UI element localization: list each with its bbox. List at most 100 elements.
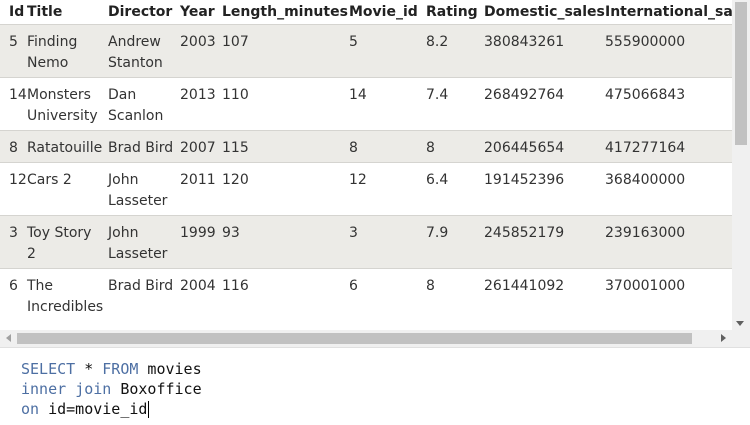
cell-title-line: University	[27, 108, 98, 124]
cell-year: 2004	[180, 268, 222, 321]
column-header-title: Title	[27, 0, 108, 25]
cell-domestic-sales: 206445654	[484, 130, 605, 163]
cell-movie-id: 12	[349, 162, 426, 216]
cell-movie-id: 8	[349, 130, 426, 163]
table-row: 14 Monsters University Dan Scanlon 2013 11…	[0, 77, 732, 131]
cell-international-sales: 368400000	[605, 162, 732, 216]
cell-title-line: The	[27, 278, 54, 294]
cell-rating: 8.2	[426, 24, 484, 78]
cell-director: John Lasseter	[108, 162, 180, 216]
cell-director-line: Andrew	[108, 34, 161, 50]
cell-rating: 6.4	[426, 162, 484, 216]
cell-domestic-sales: 380843261	[484, 24, 605, 78]
cell-director-line: Dan	[108, 87, 137, 103]
text-cursor	[148, 401, 150, 418]
cell-year: 2007	[180, 130, 222, 163]
cell-director: Brad Bird	[108, 130, 180, 163]
cell-movie-id: 5	[349, 24, 426, 78]
code-space	[66, 380, 75, 398]
cell-international-sales: 555900000	[605, 24, 732, 78]
code-identifier: id=movie_id	[39, 400, 148, 418]
keyword-select: SELECT	[21, 360, 76, 378]
cell-title-line: Nemo	[27, 55, 69, 71]
cell-title: Monsters University	[27, 77, 108, 131]
cell-length-minutes: 116	[222, 268, 349, 321]
keyword-inner: inner	[21, 380, 67, 398]
cell-title-line: 2	[27, 246, 36, 262]
column-header-length-minutes: Length_minutes	[222, 0, 349, 25]
code-operator: *	[75, 360, 103, 378]
cell-title: Finding Nemo	[27, 24, 108, 78]
table-row: 3 Toy Story 2 John Lasseter 1999 93 3 7.9 …	[0, 215, 732, 269]
cell-movie-id: 14	[349, 77, 426, 131]
code-line: on id=movie_id	[21, 399, 150, 419]
cell-international-sales: 239163000	[605, 215, 732, 269]
scroll-right-arrow-icon[interactable]	[721, 334, 726, 342]
cell-director: John Lasseter	[108, 215, 180, 269]
cell-international-sales: 475066843	[605, 77, 732, 131]
cell-title: The Incredibles	[27, 268, 108, 321]
cell-title-line: Toy Story	[27, 225, 92, 241]
cell-title: Toy Story 2	[27, 215, 108, 269]
cell-title-line: Monsters	[27, 87, 91, 103]
table-row: 12 Cars 2 John Lasseter 2011 120 12 6.4 1…	[0, 162, 732, 216]
cell-director-line: Stanton	[108, 55, 163, 71]
cell-title-line: Ratatouille	[27, 140, 103, 156]
cell-length-minutes: 93	[222, 215, 349, 269]
cell-domestic-sales: 261441092	[484, 268, 605, 321]
cell-length-minutes: 110	[222, 77, 349, 131]
cell-domestic-sales: 191452396	[484, 162, 605, 216]
cell-year: 2011	[180, 162, 222, 216]
keyword-on: on	[21, 400, 40, 418]
cell-movie-id: 6	[349, 268, 426, 321]
cell-rating: 7.9	[426, 215, 484, 269]
results-table: Id Title Director Year Length_minutes Mo…	[0, 0, 732, 321]
code-line: inner join Boxoffice	[21, 379, 202, 399]
table-row: 8 Ratatouille Brad Bird 2007 115 8 8 206…	[0, 130, 732, 163]
cell-international-sales: 370001000	[605, 268, 732, 321]
cell-title-line: Finding	[27, 34, 78, 50]
cell-director-line: Brad Bird	[108, 278, 174, 294]
code-identifier: movies	[138, 360, 202, 378]
cell-rating: 7.4	[426, 77, 484, 131]
cell-year: 1999	[180, 215, 222, 269]
cell-rating: 8	[426, 130, 484, 163]
scroll-left-arrow-icon[interactable]	[6, 334, 11, 342]
cell-title: Cars 2	[27, 162, 108, 216]
cell-id: 3	[0, 215, 27, 269]
cell-year: 2003	[180, 24, 222, 78]
cell-domestic-sales: 245852179	[484, 215, 605, 269]
results-panel: Id Title Director Year Length_minutes Mo…	[0, 0, 750, 347]
cell-director: Dan Scanlon	[108, 77, 180, 131]
cell-length-minutes: 107	[222, 24, 349, 78]
column-header-domestic-sales: Domestic_sales	[484, 0, 605, 25]
cell-director-line: Lasseter	[108, 246, 168, 262]
scroll-down-arrow-icon[interactable]	[736, 321, 744, 326]
cell-director: Brad Bird	[108, 268, 180, 321]
cell-domestic-sales: 268492764	[484, 77, 605, 131]
results-table-viewport[interactable]: Id Title Director Year Length_minutes Mo…	[0, 0, 732, 330]
vertical-scrollbar[interactable]	[732, 0, 750, 330]
code-identifier: Boxoffice	[111, 380, 202, 398]
vertical-scrollbar-thumb[interactable]	[735, 2, 747, 145]
cell-title-line: Incredibles	[27, 299, 104, 315]
cell-id: 6	[0, 268, 27, 321]
header-row: Id Title Director Year Length_minutes Mo…	[0, 0, 732, 25]
column-header-id: Id	[0, 0, 27, 25]
cell-length-minutes: 120	[222, 162, 349, 216]
cell-director-line: Scanlon	[108, 108, 164, 124]
code-line: SELECT * FROM movies	[21, 359, 202, 379]
column-header-international-sales: International_sa	[605, 0, 732, 25]
scrollbar-corner	[732, 330, 750, 347]
sql-editor[interactable]: SELECT * FROM movies inner join Boxoffic…	[0, 347, 750, 425]
cell-id: 14	[0, 77, 27, 131]
cell-title: Ratatouille	[27, 130, 108, 163]
cell-title-line: Cars 2	[27, 172, 72, 188]
cell-id: 12	[0, 162, 27, 216]
keyword-join: join	[75, 380, 112, 398]
horizontal-scrollbar-thumb[interactable]	[17, 333, 692, 344]
horizontal-scrollbar[interactable]	[0, 330, 732, 347]
cell-id: 5	[0, 24, 27, 78]
cell-director: Andrew Stanton	[108, 24, 180, 78]
keyword-from: FROM	[102, 360, 139, 378]
